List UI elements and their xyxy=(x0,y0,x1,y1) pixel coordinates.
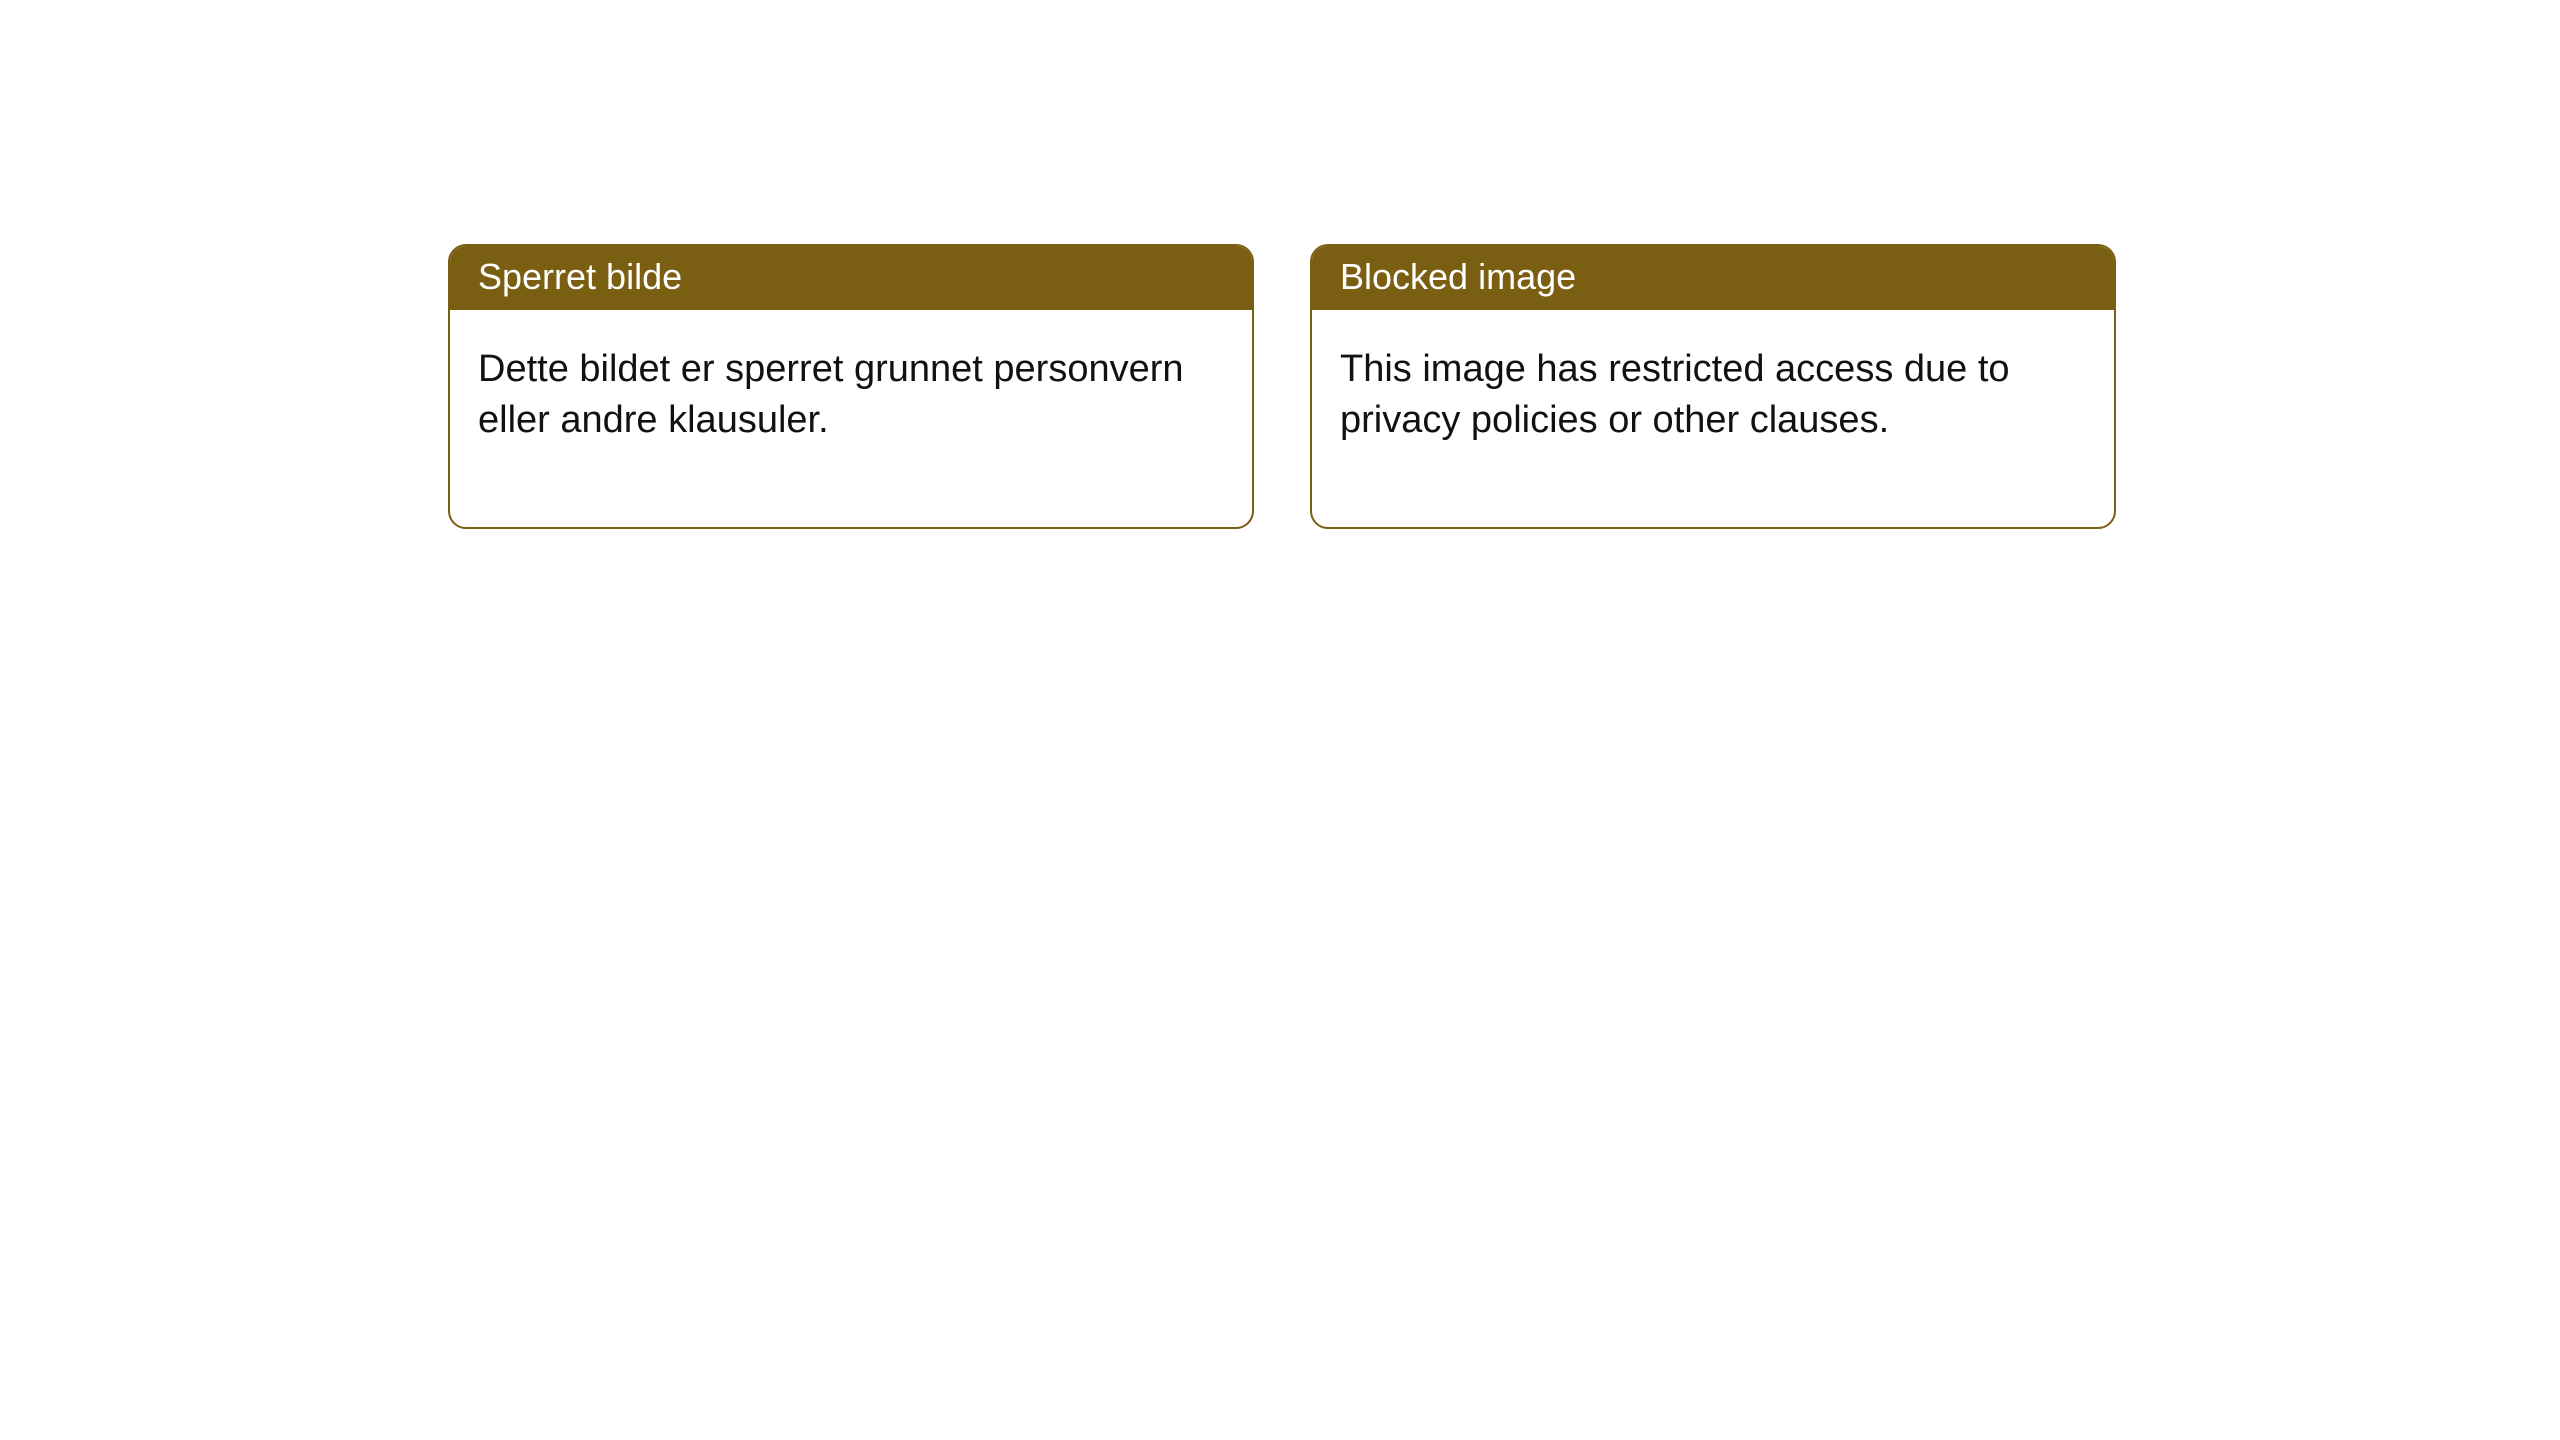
notice-card-english: Blocked image This image has restricted … xyxy=(1310,244,2116,529)
notice-title-norwegian: Sperret bilde xyxy=(450,246,1252,310)
notice-container: Sperret bilde Dette bildet er sperret gr… xyxy=(0,0,2560,529)
notice-title-english: Blocked image xyxy=(1312,246,2114,310)
notice-message-norwegian: Dette bildet er sperret grunnet personve… xyxy=(450,310,1252,527)
notice-message-english: This image has restricted access due to … xyxy=(1312,310,2114,527)
notice-card-norwegian: Sperret bilde Dette bildet er sperret gr… xyxy=(448,244,1254,529)
